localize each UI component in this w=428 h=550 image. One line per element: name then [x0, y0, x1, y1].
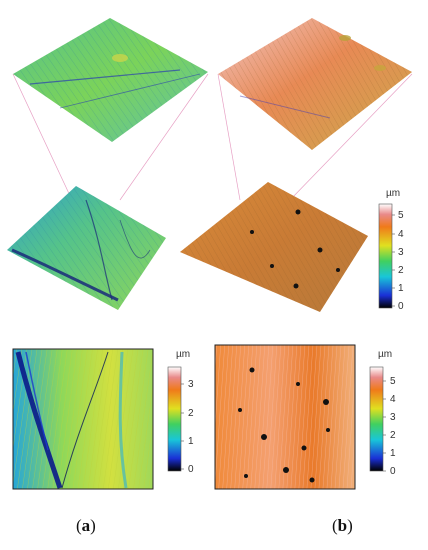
panel-a-label-close: ) — [90, 516, 96, 535]
panel-a-colorbar: µm 3 2 1 0 — [167, 349, 194, 475]
panel-b-colorbar-unit: µm — [378, 349, 392, 360]
panel-b-label: (b) — [332, 516, 353, 536]
panel-a-middle-3d-surface — [7, 186, 166, 310]
panel-a-2d-map — [12, 348, 154, 490]
panel-b-2d-map — [214, 344, 356, 490]
panel-a-colorbar-tick: 1 — [188, 436, 194, 447]
panel-a-label: (a) — [76, 516, 96, 536]
panel-a-colorbar-unit: µm — [176, 349, 190, 360]
shared-colorbar-tick: 0 — [398, 301, 404, 312]
panel-b-colorbar-tick: 0 — [390, 466, 396, 477]
panel-b-colorbar-tick: 3 — [390, 412, 396, 423]
panel-a-colorbar-tick: 0 — [188, 464, 194, 475]
zoom-guide-lines — [12, 73, 413, 201]
shared-colorbar-tick: 5 — [398, 210, 404, 221]
panel-b-top-3d-surface — [218, 18, 412, 150]
panel-a-top-3d-surface — [13, 18, 208, 142]
panel-b-label-open: ( — [332, 516, 338, 535]
shared-colorbar: µm 5 4 3 2 1 0 — [378, 188, 404, 312]
shared-colorbar-tick: 2 — [398, 265, 404, 276]
panel-b-colorbar-tick: 1 — [390, 448, 396, 459]
panel-a-label-open: ( — [76, 516, 82, 535]
shared-colorbar-tick: 4 — [398, 229, 404, 240]
panel-b-colorbar-tick: 2 — [390, 430, 396, 441]
panel-b-label-close: ) — [347, 516, 353, 535]
panel-a-label-letter: a — [81, 516, 91, 535]
panel-b-label-letter: b — [337, 516, 348, 535]
panel-a-colorbar-tick: 3 — [188, 379, 194, 390]
panel-b-colorbar-tick: 5 — [390, 376, 396, 387]
shared-colorbar-unit: µm — [386, 188, 400, 199]
panel-b-middle-3d-surface — [180, 182, 368, 312]
panel-a-colorbar-tick: 2 — [188, 408, 194, 419]
shared-colorbar-tick: 3 — [398, 247, 404, 258]
panel-b-colorbar-tick: 4 — [390, 394, 396, 405]
shared-colorbar-tick: 1 — [398, 283, 404, 294]
panel-b-colorbar: µm 5 4 3 2 1 0 — [369, 349, 396, 477]
